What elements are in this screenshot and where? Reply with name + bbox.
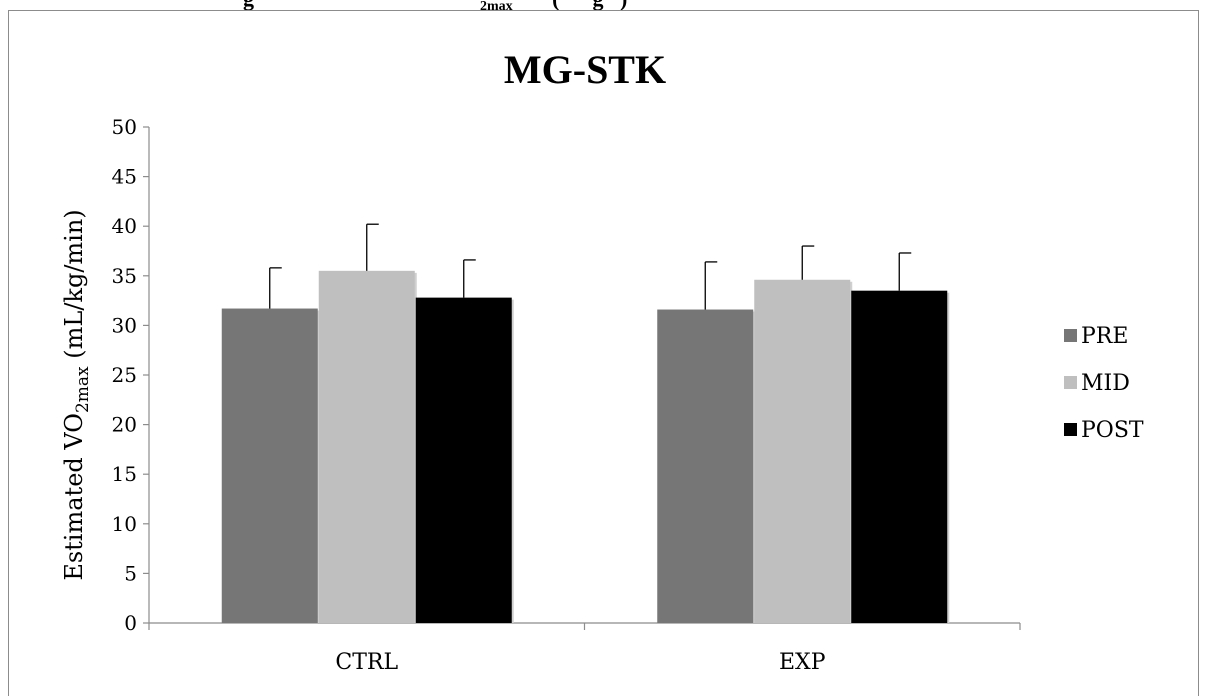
chart-frame: [8, 10, 1199, 696]
y-tick-label: 0: [124, 611, 137, 635]
y-tick-label: 15: [112, 462, 137, 486]
y-tick-label: 20: [112, 413, 137, 437]
legend-label-mid: MID: [1081, 371, 1130, 396]
bar-mid-ctrl: [318, 270, 415, 623]
y-tick-label: 45: [112, 165, 137, 189]
legend-swatch-mid: [1064, 376, 1077, 389]
y-axis-title-text: Estimated VO2max (mL/kg/min): [60, 209, 93, 580]
bar-pre-exp: [657, 309, 754, 623]
y-tick-label: 10: [112, 512, 137, 536]
y-tick-label: 40: [112, 214, 137, 238]
legend: PRE MID POST: [1064, 324, 1144, 443]
y-tick-label: 50: [112, 115, 137, 139]
legend-label-post: POST: [1081, 418, 1144, 443]
bars: [221, 270, 950, 623]
category-labels: CTRL EXP: [335, 650, 825, 675]
legend-label-pre: PRE: [1081, 324, 1128, 349]
legend-swatch-pre: [1064, 329, 1077, 342]
y-tick-label: 35: [112, 264, 137, 288]
y-tick-label: 25: [112, 363, 137, 387]
error-bars: [269, 223, 912, 310]
chart-title: MG-STK: [504, 47, 666, 92]
category-label-exp: EXP: [779, 650, 826, 675]
legend-swatch-post: [1064, 423, 1077, 436]
bar-mid-exp: [754, 279, 851, 623]
y-tick-label: 30: [112, 313, 137, 337]
y-tick-label: 5: [124, 561, 137, 585]
y-axis-title: Estimated VO2max (mL/kg/min): [60, 209, 93, 580]
bar-post-ctrl: [415, 297, 512, 623]
category-label-ctrl: CTRL: [335, 650, 398, 675]
axes: 0 5 10 15 20 25 30 35 40 45 50: [112, 115, 1021, 635]
bar-pre-ctrl: [221, 308, 318, 623]
bar-post-exp: [851, 290, 948, 623]
